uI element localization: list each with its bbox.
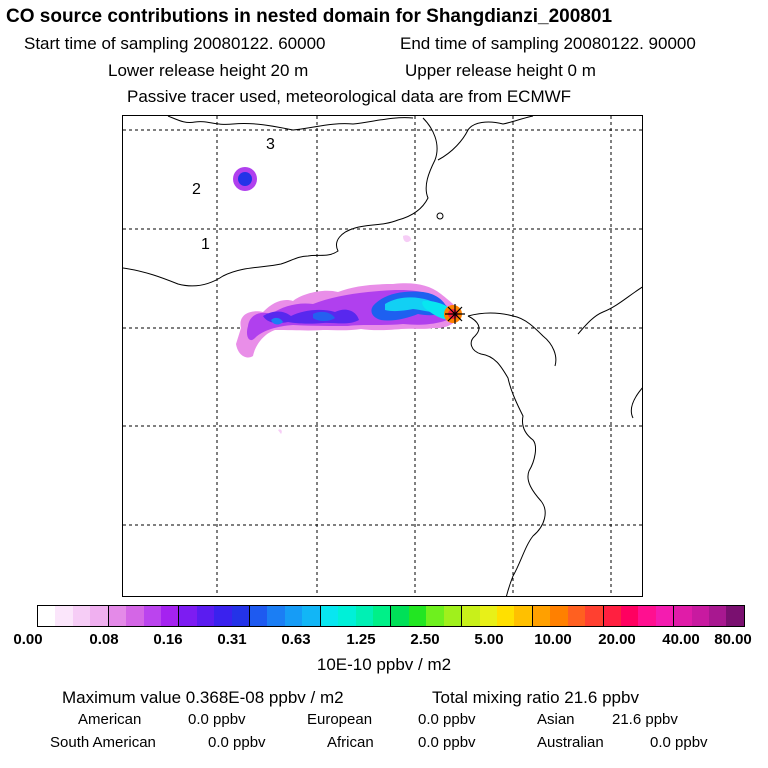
contour-label-2: 2 bbox=[192, 181, 201, 198]
colorbar-swatch bbox=[674, 606, 692, 626]
lat-lon-grid bbox=[123, 116, 642, 596]
colorbar-swatch bbox=[214, 606, 232, 626]
colorbar-swatch bbox=[532, 606, 551, 626]
colorbar-label: 5.00 bbox=[474, 631, 504, 648]
region-american-label: American bbox=[78, 711, 142, 728]
start-time: Start time of sampling 20080122. 60000 bbox=[24, 34, 326, 53]
colorbar-swatch bbox=[143, 606, 161, 626]
colorbar-swatch bbox=[496, 606, 515, 626]
colorbar-swatch bbox=[55, 606, 73, 626]
coastlines bbox=[123, 116, 642, 596]
region-asian-value: 21.6 ppbv bbox=[612, 711, 678, 728]
colorbar-swatch bbox=[126, 606, 144, 626]
colorbar-swatch bbox=[462, 606, 480, 626]
colorbar-label: 0.31 bbox=[217, 631, 247, 648]
contour-label-3: 3 bbox=[266, 136, 275, 153]
colorbar-swatch bbox=[408, 606, 427, 626]
map-panel: 3 2 1 bbox=[122, 115, 643, 597]
plot-title: CO source contributions in nested domain… bbox=[6, 6, 613, 27]
region-european-value: 0.0 ppbv bbox=[418, 711, 476, 728]
map-canvas: 3 2 1 bbox=[123, 116, 642, 596]
colorbar-swatch bbox=[373, 606, 392, 626]
upper-release-height: Upper release height 0 m bbox=[405, 61, 596, 80]
region-african-value: 0.0 ppbv bbox=[418, 734, 476, 751]
colorbar-swatch bbox=[567, 606, 586, 626]
colorbar-swatch bbox=[514, 606, 533, 626]
region-south-american-value: 0.0 ppbv bbox=[208, 734, 266, 751]
colorbar-swatch bbox=[479, 606, 497, 626]
colorbar-swatch bbox=[320, 606, 339, 626]
end-time: End time of sampling 20080122. 90000 bbox=[400, 34, 696, 53]
colorbar-swatch bbox=[655, 606, 675, 626]
total-mixing-ratio: Total mixing ratio 21.6 ppbv bbox=[432, 688, 639, 707]
colorbar-label: 0.08 bbox=[89, 631, 119, 648]
colorbar-label: 2.50 bbox=[410, 631, 440, 648]
island-marker bbox=[436, 212, 444, 220]
region-american-value: 0.0 ppbv bbox=[188, 711, 246, 728]
colorbar-swatch bbox=[426, 606, 444, 626]
colorbar-swatch bbox=[179, 606, 197, 626]
colorbar-swatch bbox=[338, 606, 356, 626]
region-european-label: European bbox=[307, 711, 373, 728]
colorbar-swatch bbox=[726, 606, 744, 626]
colorbar-swatch bbox=[250, 606, 268, 626]
region-australian-value: 0.0 ppbv bbox=[650, 734, 708, 751]
region-australian-label: Australian bbox=[537, 734, 604, 751]
colorbar-swatch bbox=[620, 606, 639, 626]
colorbar-swatch bbox=[284, 606, 303, 626]
colorbar-swatch bbox=[90, 606, 109, 626]
colorbar-label: 20.00 bbox=[598, 631, 636, 648]
colorbar-label: 0.00 bbox=[13, 631, 43, 648]
region-african-label: African bbox=[327, 734, 374, 751]
colorbar-swatch bbox=[443, 606, 463, 626]
colorbar-swatch bbox=[638, 606, 656, 626]
colorbar-label: 80.00 bbox=[714, 631, 752, 648]
receptor-asterisk bbox=[445, 304, 465, 324]
lower-release-height: Lower release height 20 m bbox=[108, 61, 309, 80]
colorbar-label: 0.63 bbox=[281, 631, 311, 648]
colorbar-swatch bbox=[231, 606, 251, 626]
colorbar-swatch bbox=[391, 606, 409, 626]
colorbar-label: 10.00 bbox=[534, 631, 572, 648]
colorbar-label: 0.16 bbox=[153, 631, 183, 648]
contour-label-1: 1 bbox=[201, 236, 210, 253]
co-plume bbox=[233, 167, 462, 434]
colorbar-swatch bbox=[160, 606, 180, 626]
colorbar-swatch bbox=[355, 606, 374, 626]
colorbar-swatch bbox=[709, 606, 727, 626]
maximum-value: Maximum value 0.368E-08 ppbv / m2 bbox=[62, 688, 344, 707]
colorbar-swatch bbox=[108, 606, 127, 626]
colorbar-swatch bbox=[550, 606, 568, 626]
colorbar-label: 40.00 bbox=[662, 631, 700, 648]
colorbar-units: 10E-10 ppbv / m2 bbox=[316, 655, 452, 674]
colorbar bbox=[37, 605, 745, 627]
colorbar-swatch bbox=[72, 606, 91, 626]
region-south-american-label: South American bbox=[50, 734, 156, 751]
colorbar-swatch bbox=[691, 606, 710, 626]
colorbar-swatch bbox=[196, 606, 215, 626]
colorbar-swatch bbox=[603, 606, 621, 626]
colorbar-swatch bbox=[267, 606, 285, 626]
colorbar-swatch bbox=[585, 606, 604, 626]
tracer-info: Passive tracer used, meteorological data… bbox=[127, 87, 572, 106]
colorbar-label: 1.25 bbox=[346, 631, 376, 648]
colorbar-swatch bbox=[302, 606, 321, 626]
colorbar-swatch bbox=[38, 606, 56, 626]
region-asian-label: Asian bbox=[537, 711, 575, 728]
